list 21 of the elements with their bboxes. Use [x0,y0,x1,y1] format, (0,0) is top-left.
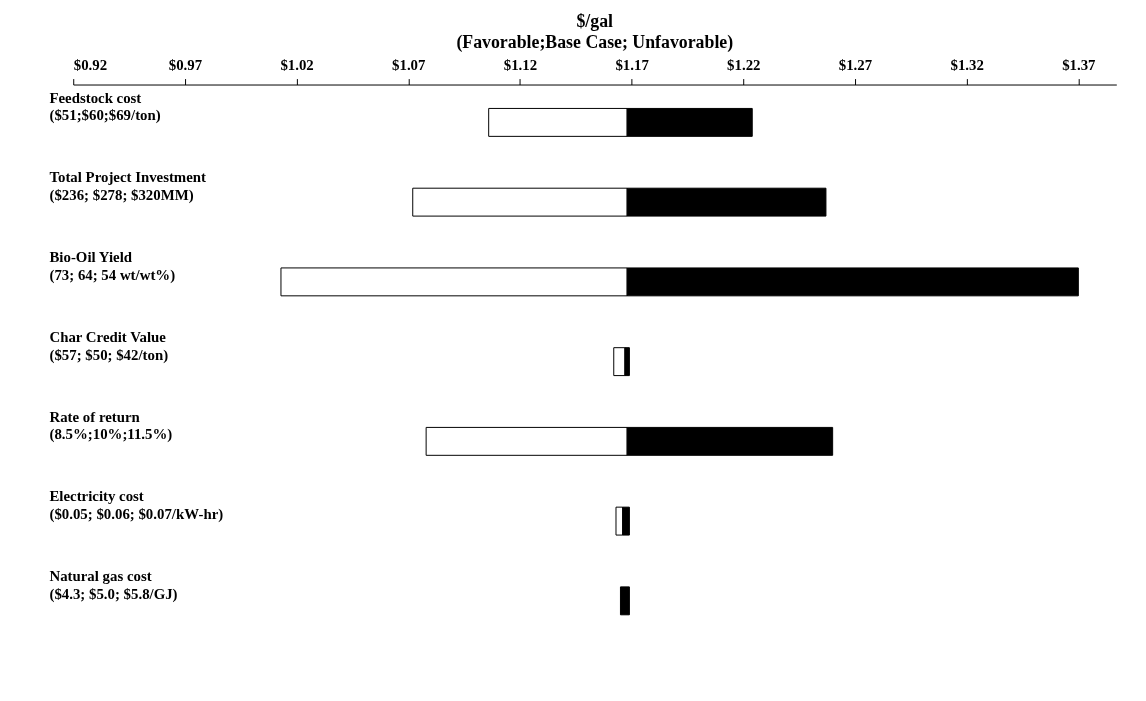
y-tick-label: Total Project Investment ($236; $278; $320MM) [49,169,207,205]
bar [613,347,626,377]
x-tick-label: $1.07 [392,57,427,74]
bar [619,586,630,616]
x-tick-label: $1.17 [615,57,650,74]
chart-title: $/gal [576,11,614,32]
x-tick-label: $0.92 [73,57,108,74]
chart-subtitle: (Favorable;Base Case; Unfavorable) [456,31,734,53]
x-tick-label: $1.02 [280,57,314,74]
y-tick-label: Bio-Oil Yield (73; 64; 54 wt/wt%) [49,249,176,284]
y-tick-label: Feedstock cost ($51;$60;$69/ton) [49,89,161,125]
x-tick-label: $0.97 [168,57,203,74]
y-tick-label: Natural gas cost ($4.3; $5.0; $5.8/GJ) [49,568,178,603]
x-tick-label: $1.32 [950,57,984,74]
y-tick-label: Electricity cost ($0.05; $0.06; $0.07/kW-hr) [49,488,224,524]
y-tick-label: Char Credit Value ($57; $50; $42/ton) [49,328,169,364]
x-tick-label: $1.22 [727,57,761,74]
x-tick-label: $1.37 [1062,57,1097,74]
y-tick-label: Rate of return (8.5%;10%;11.5%) [49,408,173,444]
x-tick-label: $1.12 [503,57,538,74]
x-tick-label: $1.27 [838,57,873,74]
